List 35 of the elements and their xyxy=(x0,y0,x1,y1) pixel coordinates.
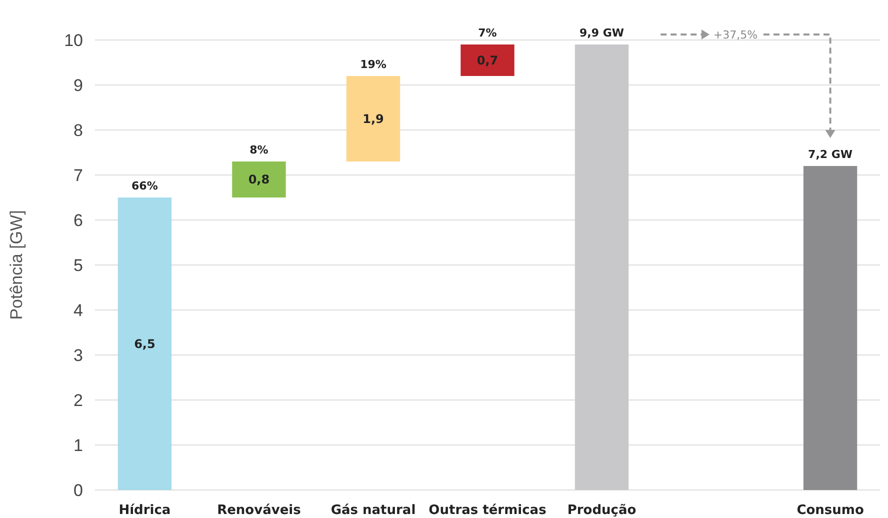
y-tick-label: 6 xyxy=(74,210,83,230)
x-tick-label: Produção xyxy=(567,503,636,518)
y-tick-label: 8 xyxy=(74,120,83,140)
data-label: 1,9 xyxy=(362,112,384,126)
data-label: 6,5 xyxy=(134,336,156,351)
y-tick-label: 7 xyxy=(74,166,83,185)
x-tick-label: Consumo xyxy=(796,503,864,518)
annotation: 7,2 GW xyxy=(808,148,853,161)
bar xyxy=(232,162,286,198)
bar xyxy=(574,44,629,490)
y-tick-label: 3 xyxy=(74,346,83,365)
data-label: 0,7 xyxy=(476,53,498,68)
annotation: 19% xyxy=(360,58,386,71)
bar xyxy=(803,166,858,490)
x-tick-label: Hídrica xyxy=(118,503,171,518)
x-tick-label: Gás natural xyxy=(330,503,416,518)
x-tick-label: Renováveis xyxy=(217,503,302,518)
x-tick-label: Outras térmicas xyxy=(428,503,547,518)
annotation: +37,5% xyxy=(713,28,758,42)
y-axis-title: Potência [GW] xyxy=(7,210,26,320)
bar xyxy=(460,44,514,76)
y-tick-label: 2 xyxy=(74,390,83,410)
annotation: 66% xyxy=(132,180,158,192)
y-tick-label: 5 xyxy=(74,256,83,275)
y-tick-label: 4 xyxy=(74,300,83,320)
annotation: 7% xyxy=(478,26,497,40)
y-tick-label: 9 xyxy=(74,76,83,95)
data-label: 0,8 xyxy=(248,172,270,187)
y-tick-label: 1 xyxy=(74,436,83,455)
annotation: 9,9 GW xyxy=(580,26,624,40)
y-tick-label: 10 xyxy=(64,30,83,50)
bar xyxy=(346,76,400,162)
annotation: 8% xyxy=(250,144,268,156)
y-tick-label: 0 xyxy=(74,480,83,500)
bar xyxy=(118,198,172,490)
